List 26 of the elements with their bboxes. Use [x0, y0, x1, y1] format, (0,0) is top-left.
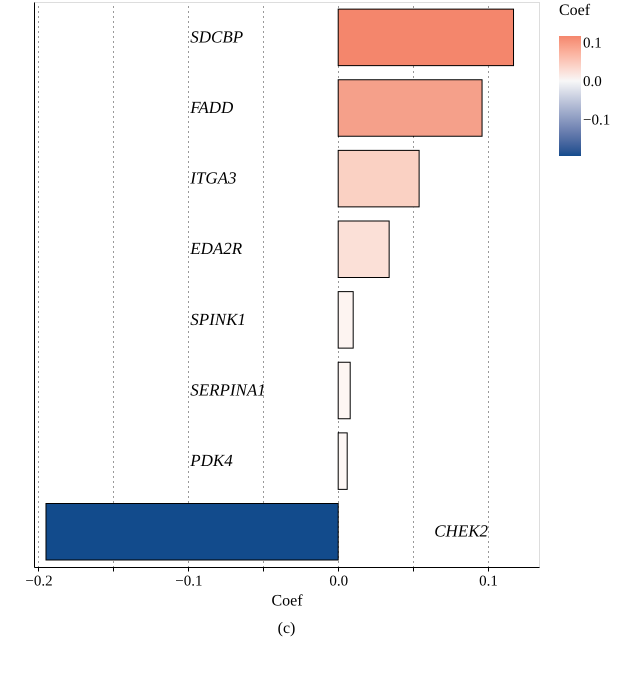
- bar: [338, 291, 354, 349]
- y-tick-label: SPINK1: [190, 310, 246, 329]
- y-tick-label: CHEK2: [434, 522, 489, 541]
- y-tick-label: SDCBP: [190, 27, 244, 46]
- bar: [338, 8, 514, 66]
- x-tick-label: −0.1: [175, 574, 202, 590]
- bar: [45, 502, 339, 560]
- y-tick-label: PDK4: [189, 451, 234, 470]
- bar: [338, 150, 420, 208]
- bar: [338, 79, 483, 137]
- y-tick-label: SERPINA1: [190, 380, 266, 400]
- text: (c): [278, 620, 296, 637]
- x-tick-label: 0.1: [479, 574, 498, 590]
- y-tick-label: EDA2R: [189, 239, 243, 258]
- bar: [338, 220, 390, 278]
- color-bar-label: 0.0: [583, 74, 602, 90]
- bar: [338, 362, 351, 420]
- color-bar-title: Coef: [559, 2, 591, 19]
- x-tick-label: 0.0: [329, 574, 348, 590]
- y-tick-label: ITGA3: [189, 168, 236, 188]
- color-bar-label: 0.1: [583, 36, 602, 52]
- x-tick-label: −0.2: [25, 574, 53, 590]
- bar: [338, 432, 348, 490]
- x-axis-title: Coef: [271, 592, 304, 610]
- y-tick-label: FADD: [189, 98, 234, 117]
- color-bar-label: −0.1: [583, 112, 610, 128]
